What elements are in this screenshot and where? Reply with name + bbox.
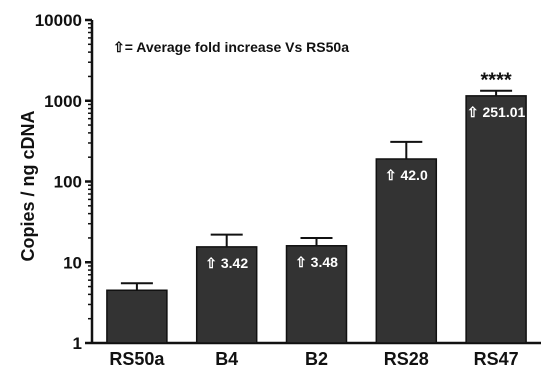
x-tick-label: RS28 xyxy=(384,349,429,369)
bar xyxy=(375,158,438,344)
y-tick-label: 1000 xyxy=(44,92,82,111)
y-tick-label: 100 xyxy=(54,173,82,192)
bar xyxy=(106,289,168,344)
y-axis-label: Copies / ng cDNA xyxy=(18,110,38,261)
bar xyxy=(465,95,527,344)
labels-group: RS50a B4 ⇧ 3.42 B2 ⇧ 3.48 RS28 ⇧ 42.0 RS47 ⇧ 251… xyxy=(109,70,525,369)
bar-data-label: ⇧ 3.48 xyxy=(295,254,338,270)
y-tick-label: 1 xyxy=(73,334,82,353)
bar-data-label: ⇧ 251.01 xyxy=(467,104,526,120)
significance-marker: **** xyxy=(481,70,512,92)
x-tick-label: RS50a xyxy=(109,349,165,369)
y-tick-label: 10000 xyxy=(35,11,82,30)
bar-data-label: ⇧ 3.42 xyxy=(205,255,248,271)
bar xyxy=(285,245,348,344)
x-tick-label: B4 xyxy=(215,349,238,369)
bar-data-label: ⇧ 42.0 xyxy=(385,167,428,183)
x-tick-label: RS47 xyxy=(474,349,519,369)
bars-group xyxy=(106,89,527,344)
x-tick-label: B2 xyxy=(305,349,328,369)
y-tick-label: 10 xyxy=(63,253,82,272)
legend-note: ⇧= Average fold increase Vs RS50a xyxy=(113,39,349,55)
bar xyxy=(195,246,258,344)
